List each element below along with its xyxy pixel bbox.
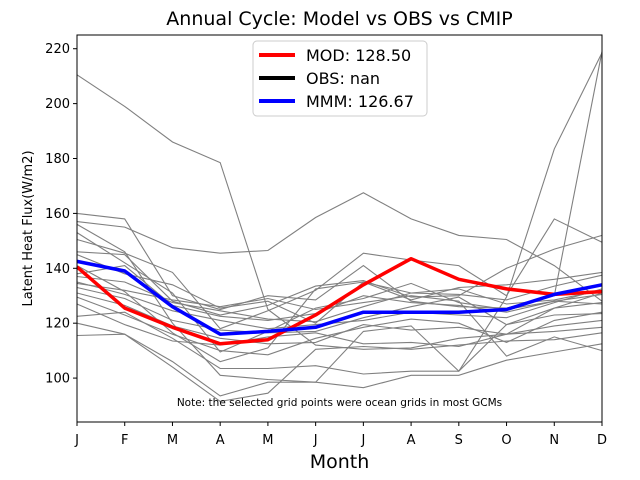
y-tick-label: 120 [45, 317, 70, 332]
mmm-series-line [76, 259, 603, 336]
main-series-lines [75, 256, 603, 346]
x-tick-label: M [167, 433, 178, 448]
x-axis-label: Month [310, 451, 370, 473]
cmip-9-line [76, 281, 603, 330]
y-tick-label: 100 [45, 372, 70, 387]
cmip-1-line [76, 74, 603, 350]
y-axis-ticks: 100 120 140 160 180 200 220 [45, 42, 77, 387]
y-tick-label: 160 [45, 207, 70, 222]
y-tick-label: 200 [45, 97, 70, 112]
y-axis-label: Latent Heat Flux(W/m2) [21, 150, 36, 306]
cmip-15-line [76, 332, 603, 402]
cmip-5-line [76, 218, 603, 330]
cmip-14-line [76, 322, 603, 397]
legend-box [252, 40, 428, 117]
cmip-13-line [76, 311, 603, 375]
cmip-10-line [76, 286, 603, 334]
y-tick-label: 180 [45, 152, 70, 167]
plot-frame [76, 34, 603, 423]
legend-label-obs: OBS: nan [306, 69, 380, 88]
cmip-3-line [76, 192, 603, 302]
x-tick-label: F [121, 433, 128, 448]
chart-title: Annual Cycle: Model vs OBS vs CMIP [166, 8, 512, 30]
legend: MOD: 128.50 OBS: nan MMM: 126.67 [252, 40, 428, 117]
model-series-line [75, 256, 603, 346]
x-tick-label: J [74, 433, 79, 448]
x-tick-label: J [360, 433, 365, 448]
x-tick-label: O [501, 433, 511, 448]
x-tick-label: A [407, 433, 416, 448]
x-tick-label: N [549, 433, 559, 448]
cmip-18-line [76, 303, 603, 348]
cmip-7-line [76, 254, 603, 324]
y-tick-label: 140 [45, 262, 70, 277]
x-tick-label: A [216, 433, 225, 448]
x-tick-label: D [597, 433, 607, 448]
annotation-note: Note: the selected grid points were ocea… [177, 397, 502, 409]
cmip-12-line [76, 296, 603, 356]
y-tick-label: 220 [45, 42, 70, 57]
x-tick-label: J [313, 433, 318, 448]
x-tick-label: S [455, 433, 463, 448]
cmip-6-line [76, 234, 603, 316]
legend-label-mod: MOD: 128.50 [306, 46, 411, 65]
cmip-19-line [76, 282, 603, 357]
cmip-4-line [76, 52, 603, 383]
legend-label-mmm: MMM: 126.67 [306, 92, 414, 111]
x-tick-label: M [262, 433, 273, 448]
